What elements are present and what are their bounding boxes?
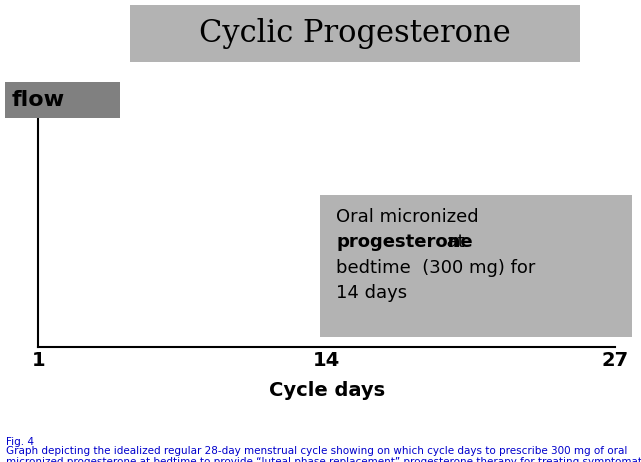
Text: Oral micronized: Oral micronized xyxy=(336,208,479,226)
Text: Cyclic Progesterone: Cyclic Progesterone xyxy=(199,18,511,49)
Text: flow: flow xyxy=(12,90,65,110)
X-axis label: Cycle days: Cycle days xyxy=(269,382,385,401)
Text: progesterone: progesterone xyxy=(336,233,472,251)
Text: Fig. 4: Fig. 4 xyxy=(6,437,35,447)
Text: Graph depicting the idealized regular 28-day menstrual cycle showing on which cy: Graph depicting the idealized regular 28… xyxy=(6,446,641,462)
Text: bedtime  (300 mg) for: bedtime (300 mg) for xyxy=(336,259,535,277)
Text: 14 days: 14 days xyxy=(336,284,407,302)
Text: at: at xyxy=(435,233,465,251)
